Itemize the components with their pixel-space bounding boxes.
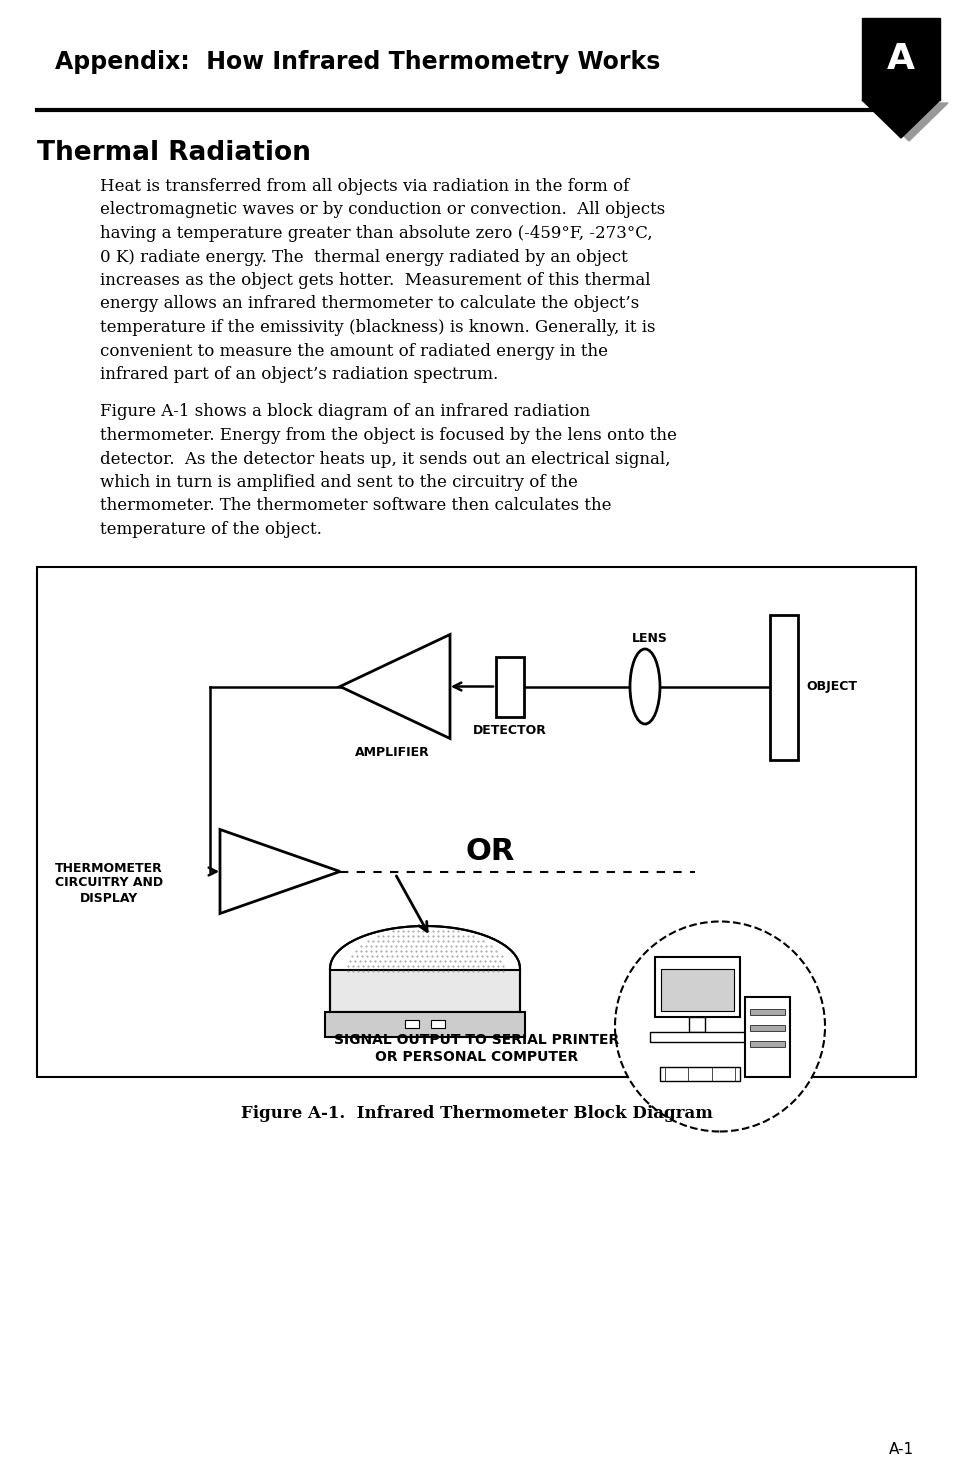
Text: DETECTOR: DETECTOR bbox=[473, 724, 546, 738]
Text: infrared part of an object’s radiation spectrum.: infrared part of an object’s radiation s… bbox=[100, 366, 497, 384]
Bar bbox=[660, 969, 733, 1010]
Text: energy allows an infrared thermometer to calculate the object’s: energy allows an infrared thermometer to… bbox=[100, 295, 639, 313]
Bar bbox=[749, 1040, 784, 1046]
Text: SIGNAL OUTPUT TO SERIAL PRINTER
OR PERSONAL COMPUTER: SIGNAL OUTPUT TO SERIAL PRINTER OR PERSO… bbox=[334, 1034, 618, 1063]
Bar bbox=[325, 1012, 524, 1037]
Bar bbox=[688, 1016, 704, 1031]
Text: OBJECT: OBJECT bbox=[805, 680, 856, 693]
Polygon shape bbox=[339, 634, 450, 739]
Polygon shape bbox=[862, 100, 939, 139]
Polygon shape bbox=[869, 103, 947, 142]
Text: OR: OR bbox=[465, 838, 515, 866]
Text: convenient to measure the amount of radiated energy in the: convenient to measure the amount of radi… bbox=[100, 342, 607, 360]
Bar bbox=[655, 956, 740, 1016]
Text: detector.  As the detector heats up, it sends out an electrical signal,: detector. As the detector heats up, it s… bbox=[100, 450, 670, 468]
Bar bbox=[37, 566, 915, 1077]
Bar bbox=[769, 615, 797, 760]
Text: Thermal Radiation: Thermal Radiation bbox=[37, 140, 311, 167]
Bar bbox=[405, 1019, 418, 1028]
Ellipse shape bbox=[629, 649, 659, 724]
Text: A: A bbox=[886, 41, 914, 77]
Text: 0 K) radiate energy. The  thermal energy radiated by an object: 0 K) radiate energy. The thermal energy … bbox=[100, 248, 627, 266]
Bar bbox=[431, 1019, 444, 1028]
Text: Figure A-1 shows a block diagram of an infrared radiation: Figure A-1 shows a block diagram of an i… bbox=[100, 404, 590, 420]
Text: AMPLIFIER: AMPLIFIER bbox=[355, 746, 429, 760]
Polygon shape bbox=[220, 829, 339, 913]
Text: having a temperature greater than absolute zero (-459°F, -273°C,: having a temperature greater than absolu… bbox=[100, 226, 652, 242]
Polygon shape bbox=[330, 926, 519, 969]
Text: increases as the object gets hotter.  Measurement of this thermal: increases as the object gets hotter. Mea… bbox=[100, 271, 650, 289]
Text: Figure A-1.  Infrared Thermometer Block Diagram: Figure A-1. Infrared Thermometer Block D… bbox=[240, 1105, 712, 1121]
Bar bbox=[749, 1025, 784, 1031]
Text: Appendix:  How Infrared Thermometry Works: Appendix: How Infrared Thermometry Works bbox=[55, 50, 659, 74]
Bar bbox=[330, 969, 519, 1012]
Bar bbox=[744, 997, 789, 1077]
Text: LENS: LENS bbox=[632, 631, 667, 645]
Bar bbox=[749, 1009, 784, 1015]
Text: which in turn is amplified and sent to the circuitry of the: which in turn is amplified and sent to t… bbox=[100, 473, 578, 491]
Text: thermometer. Energy from the object is focused by the lens onto the: thermometer. Energy from the object is f… bbox=[100, 426, 677, 444]
Bar bbox=[659, 1066, 740, 1081]
Text: temperature if the emissivity (blackness) is known. Generally, it is: temperature if the emissivity (blackness… bbox=[100, 319, 655, 336]
Text: electromagnetic waves or by conduction or convection.  All objects: electromagnetic waves or by conduction o… bbox=[100, 202, 664, 218]
Circle shape bbox=[615, 922, 824, 1131]
Text: A-1: A-1 bbox=[888, 1443, 913, 1457]
Text: thermometer. The thermometer software then calculates the: thermometer. The thermometer software th… bbox=[100, 497, 611, 515]
Text: temperature of the object.: temperature of the object. bbox=[100, 521, 321, 538]
Polygon shape bbox=[862, 18, 939, 100]
Text: THERMOMETER
CIRCUITRY AND
DISPLAY: THERMOMETER CIRCUITRY AND DISPLAY bbox=[55, 861, 163, 904]
Bar bbox=[496, 656, 523, 717]
Bar bbox=[649, 1031, 744, 1041]
Text: Heat is transferred from all objects via radiation in the form of: Heat is transferred from all objects via… bbox=[100, 178, 629, 195]
